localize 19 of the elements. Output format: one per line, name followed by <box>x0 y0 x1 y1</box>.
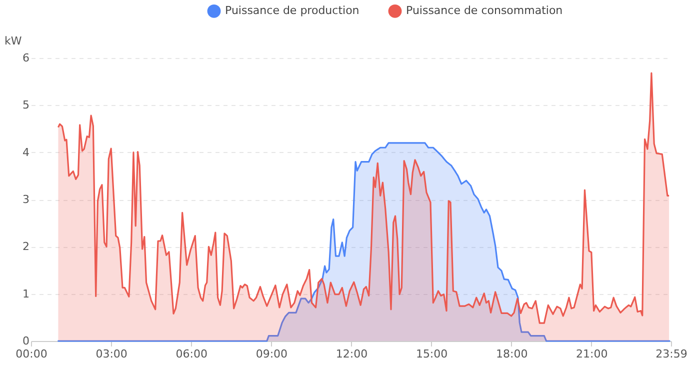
x-tick-label: 06:00 <box>176 348 208 360</box>
y-tick-label: 3 <box>22 193 30 206</box>
x-tick-label: 15:00 <box>416 348 448 360</box>
x-tick-label: 18:00 <box>496 348 528 360</box>
x-tick-label: 09:00 <box>256 348 288 360</box>
y-tick-label: 0 <box>22 334 30 348</box>
x-tick-label: 03:00 <box>96 348 128 360</box>
x-tick-label: 12:00 <box>336 348 368 360</box>
y-axis-title: kW <box>4 34 22 48</box>
y-tick-label: 6 <box>22 52 30 64</box>
legend-label: Puissance de consommation <box>406 4 563 18</box>
y-tick-label: 2 <box>22 240 30 254</box>
x-tick-label: 21:00 <box>576 348 608 360</box>
y-tick-label: 4 <box>22 146 30 159</box>
y-tick-label: 5 <box>22 98 30 112</box>
x-tick-label: 23:59 <box>656 348 688 360</box>
x-tick-label: 00:00 <box>16 348 48 360</box>
y-tick-label: 1 <box>22 287 30 300</box>
legend-label: Puissance de production <box>225 4 360 18</box>
